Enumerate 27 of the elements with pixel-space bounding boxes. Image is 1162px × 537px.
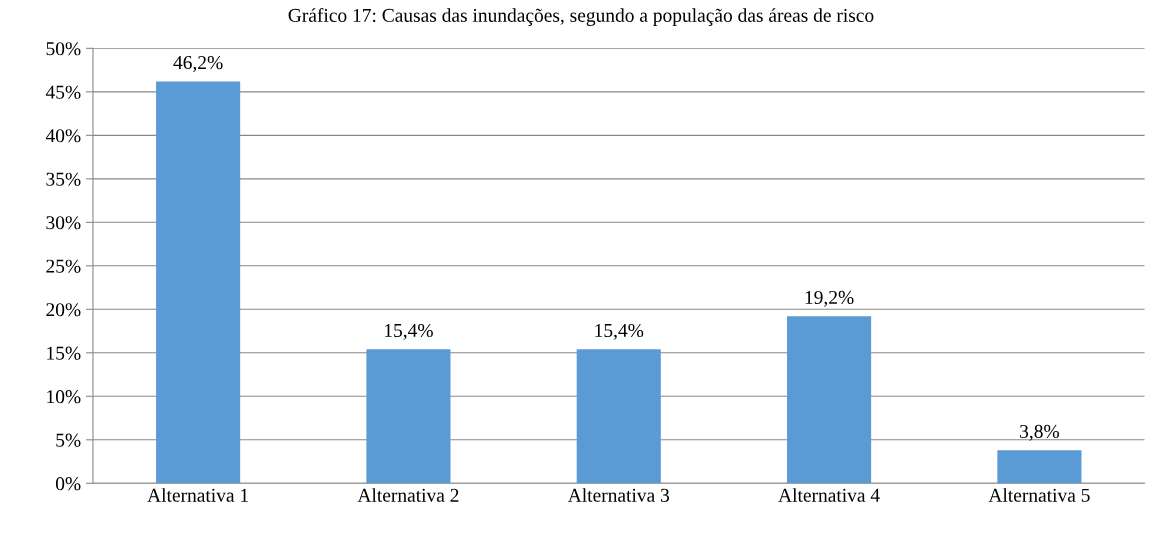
data-label: 15,4% xyxy=(385,323,433,340)
bar xyxy=(576,349,661,484)
bar xyxy=(997,450,1082,484)
y-tick-label: 35% xyxy=(46,172,81,186)
y-tick-label: 10% xyxy=(47,390,81,404)
y-tick-label: 50% xyxy=(46,42,81,56)
y-tick-label: 15% xyxy=(47,346,81,360)
data-label: 3,8% xyxy=(1020,424,1059,441)
y-tick-label: 0% xyxy=(55,477,81,491)
y-tick-label: 40% xyxy=(45,129,81,143)
x-tick-label: Alternativa 4 xyxy=(778,488,880,502)
x-tick-label: Alternativa 5 xyxy=(988,488,1090,502)
bar xyxy=(366,349,451,484)
chart-title: Gráfico 17: Causas das inundações, segundo a população das áreas de risco xyxy=(288,8,874,26)
data-label: 19,2% xyxy=(805,290,854,307)
y-tick-label: 5% xyxy=(56,433,81,447)
data-label: 15,4% xyxy=(595,323,644,340)
y-tick-label: 30% xyxy=(46,216,81,230)
y-tick-label: 20% xyxy=(46,303,81,317)
x-tick-label: Alternativa 3 xyxy=(567,488,670,502)
y-tick-label: 45% xyxy=(45,85,81,99)
bar xyxy=(787,316,872,484)
x-tick-label: Alternativa 1 xyxy=(147,488,248,502)
bar xyxy=(156,81,241,484)
x-tick-label: Alternativa 2 xyxy=(357,488,459,502)
data-label: 46,2% xyxy=(173,55,223,72)
y-tick-label: 25% xyxy=(46,259,81,273)
